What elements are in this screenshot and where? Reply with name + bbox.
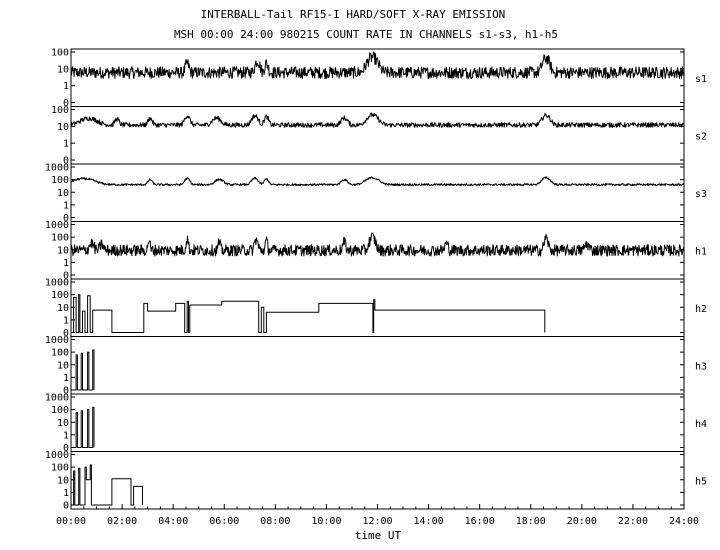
chart-subtitle: MSH 00:00 24:00 980215 COUNT RATE IN CHA… bbox=[174, 28, 558, 41]
chart-title: INTERBALL-Tail RF15-I HARD/SOFT X-RAY EM… bbox=[201, 8, 506, 21]
series-h4 bbox=[71, 406, 95, 448]
y-tick-label: 10 bbox=[57, 303, 69, 314]
y-tick-label: 0 bbox=[63, 386, 69, 397]
y-tick-label: 100 bbox=[51, 48, 69, 59]
y-tick-label: 1000 bbox=[45, 278, 69, 289]
y-tick-label: 0 bbox=[63, 98, 69, 109]
channel-label: h5 bbox=[695, 476, 707, 487]
y-tick-label: 1 bbox=[63, 200, 69, 211]
x-axis: 00:00 02:00 04:00 06:00 08:00 10:00 12:00 14:00… bbox=[56, 504, 699, 527]
x-tick-label: 14:00 bbox=[414, 516, 444, 527]
panels-group: 1001010s11001010s210001001010s3100010010… bbox=[45, 48, 707, 512]
y-tick-label: 10 bbox=[57, 122, 69, 133]
x-tick-label: 12:00 bbox=[362, 516, 392, 527]
series-h1 bbox=[70, 232, 685, 257]
channel-label: h3 bbox=[695, 361, 707, 372]
y-tick-label: 0 bbox=[63, 328, 69, 339]
x-tick-label: 10:00 bbox=[311, 516, 341, 527]
series-s1 bbox=[70, 51, 685, 79]
x-tick-label: 18:00 bbox=[516, 516, 546, 527]
x-tick-label: 08:00 bbox=[260, 516, 290, 527]
panel-frame bbox=[70, 106, 685, 165]
y-tick-label: 10 bbox=[57, 475, 69, 486]
channel-label: s2 bbox=[695, 131, 707, 142]
series-h2 bbox=[71, 294, 546, 333]
x-tick-label: 06:00 bbox=[209, 516, 239, 527]
y-tick-label: 1 bbox=[63, 488, 69, 499]
y-tick-label: 100 bbox=[51, 463, 69, 474]
y-tick-label: 1 bbox=[63, 139, 69, 150]
x-tick-label: 00:00 bbox=[56, 516, 86, 527]
channel-label: s1 bbox=[695, 74, 707, 85]
y-tick-label: 1000 bbox=[45, 393, 69, 404]
y-tick-label: 1 bbox=[63, 373, 69, 384]
y-tick-label: 1 bbox=[63, 81, 69, 92]
series-s3 bbox=[70, 176, 685, 187]
panel-frame bbox=[70, 163, 685, 222]
x-tick-label: 24:00 bbox=[669, 516, 699, 527]
panel-frame bbox=[70, 278, 685, 337]
y-tick-label: 100 bbox=[51, 233, 69, 244]
channel-label: h2 bbox=[695, 304, 707, 315]
y-tick-label: 1 bbox=[63, 258, 69, 269]
y-tick-label: 100 bbox=[51, 290, 69, 301]
y-tick-label: 10 bbox=[57, 188, 69, 199]
x-tick-label: 20:00 bbox=[567, 516, 597, 527]
x-tick-label: 16:00 bbox=[465, 516, 495, 527]
y-tick-label: 1 bbox=[63, 430, 69, 441]
channel-label: h1 bbox=[695, 246, 707, 257]
y-tick-label: 100 bbox=[51, 105, 69, 116]
x-tick-label: 02:00 bbox=[107, 516, 137, 527]
x-tick-label: 04:00 bbox=[158, 516, 188, 527]
y-tick-label: 0 bbox=[63, 271, 69, 282]
y-tick-label: 0 bbox=[63, 443, 69, 454]
y-tick-label: 1 bbox=[63, 315, 69, 326]
panel-frame bbox=[70, 393, 685, 452]
panel-frame bbox=[70, 451, 685, 510]
series-h3 bbox=[71, 349, 95, 391]
y-tick-label: 0 bbox=[63, 501, 69, 512]
y-tick-label: 1000 bbox=[45, 220, 69, 231]
x-axis-label: time UT bbox=[355, 529, 402, 542]
y-tick-label: 0 bbox=[63, 213, 69, 224]
y-tick-label: 10 bbox=[57, 245, 69, 256]
y-tick-label: 100 bbox=[51, 175, 69, 186]
channel-label: h4 bbox=[695, 419, 707, 430]
y-tick-label: 1000 bbox=[45, 163, 69, 174]
channel-label: s3 bbox=[695, 189, 707, 200]
y-tick-label: 10 bbox=[57, 360, 69, 371]
panel-frame bbox=[70, 336, 685, 395]
series-s2 bbox=[70, 112, 685, 128]
y-tick-label: 10 bbox=[57, 64, 69, 75]
x-tick-label: 22:00 bbox=[618, 516, 648, 527]
series-h5 bbox=[71, 464, 143, 506]
y-tick-label: 100 bbox=[51, 405, 69, 416]
y-tick-label: 0 bbox=[63, 156, 69, 167]
y-tick-label: 10 bbox=[57, 418, 69, 429]
y-tick-label: 1000 bbox=[45, 335, 69, 346]
y-tick-label: 1000 bbox=[45, 450, 69, 461]
y-tick-label: 100 bbox=[51, 348, 69, 359]
